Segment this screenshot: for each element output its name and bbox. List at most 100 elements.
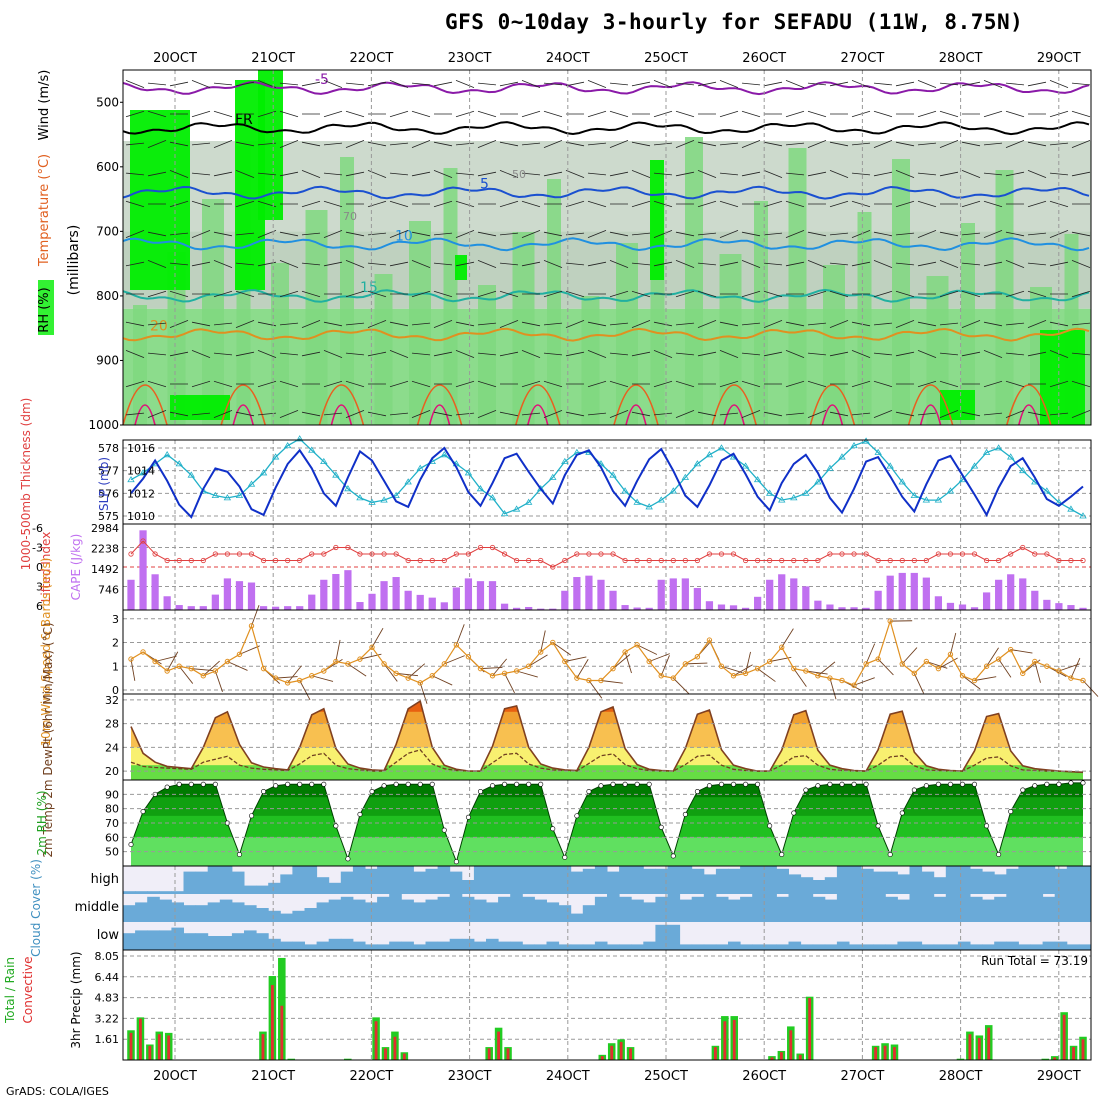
- lifted-index-point: [718, 551, 725, 557]
- wind-barb: [785, 110, 805, 118]
- wind-barb: [873, 290, 893, 298]
- wind-barb: [565, 411, 585, 417]
- wind-barb: [631, 232, 651, 236]
- cape-bar: [934, 596, 943, 610]
- cloud-bar: [933, 877, 947, 894]
- cloud-bar: [486, 902, 499, 922]
- wind-barb: [125, 142, 145, 146]
- axis-tick-label: 3: [112, 613, 119, 626]
- cloud-bar: [171, 891, 184, 894]
- wind-barb: [939, 410, 959, 418]
- cloud-bar: [195, 933, 209, 950]
- axis-tick-label: 2238: [91, 543, 119, 556]
- wind-barb: [653, 412, 673, 416]
- rh-point: [405, 781, 411, 787]
- cloud-bar: [849, 866, 862, 894]
- precip-convective-bar: [280, 1005, 284, 1060]
- cloud-bar: [691, 944, 705, 950]
- wind-barb: [719, 110, 739, 118]
- cloud-bar: [945, 944, 959, 950]
- rh-point: [273, 783, 279, 789]
- rh-point: [1020, 787, 1026, 793]
- axis-tick-label: 0: [112, 684, 119, 697]
- wind-barb: [609, 410, 629, 418]
- wind-barb: [829, 351, 849, 357]
- rh-point: [1044, 781, 1050, 787]
- wind-barb: [389, 172, 409, 176]
- cape-bar: [332, 574, 340, 610]
- wind-barb: [917, 230, 937, 238]
- wind-barb: [851, 80, 871, 88]
- axis-tick-label: 1014: [127, 465, 155, 478]
- wind-barb: [191, 380, 211, 388]
- rh-plume: [512, 232, 535, 425]
- wind-barb: [653, 200, 673, 208]
- wind-barb: [917, 380, 937, 388]
- wind-barb: [829, 262, 849, 266]
- wind-barb-10m: [528, 654, 548, 667]
- lifted-index-point: [803, 557, 809, 564]
- axis-tick-label: 578: [98, 442, 119, 455]
- wind-barb: [961, 170, 981, 178]
- cloud-bar: [631, 899, 644, 922]
- wind-barb-10m: [504, 673, 515, 694]
- cloud-bar: [679, 944, 693, 950]
- cloud-bar: [643, 902, 656, 922]
- wind-barb: [675, 352, 695, 356]
- wind-barb: [829, 320, 849, 328]
- lifted-index-point: [875, 557, 881, 564]
- cloud-bar: [643, 868, 656, 894]
- lifted-index-point: [887, 557, 893, 564]
- wind-barb: [785, 350, 805, 358]
- date-label-top: 27OCT: [841, 51, 885, 66]
- wind-barb: [961, 141, 981, 147]
- cloud-bar: [256, 933, 269, 950]
- wind-barb: [125, 80, 145, 88]
- cloud-bar: [607, 944, 620, 950]
- wind-barb: [213, 171, 233, 177]
- thickness-point: [1067, 505, 1075, 512]
- wind-barb: [521, 110, 541, 118]
- wind-barb: [345, 140, 365, 148]
- cape-bar: [247, 582, 256, 610]
- cloud-bar: [1018, 944, 1031, 950]
- wind-barb-10m: [455, 624, 465, 646]
- wind-barb: [873, 82, 893, 86]
- wind-barb: [411, 380, 431, 388]
- wind-barb: [543, 352, 563, 356]
- wind-barb-10m: [347, 663, 367, 677]
- cloud-bar: [728, 941, 741, 950]
- wind-barb: [191, 110, 211, 118]
- wind-barb: [939, 231, 959, 237]
- wind-speed-point: [188, 665, 194, 672]
- thickness-point: [633, 498, 641, 505]
- wind-speed-point: [682, 661, 689, 667]
- wind-barb: [917, 321, 937, 327]
- lifted-index-point: [911, 557, 917, 564]
- cloud-bar: [836, 866, 850, 894]
- cape-bar: [633, 607, 641, 610]
- rh-plume: [374, 274, 393, 425]
- cape-bar: [380, 581, 388, 610]
- cape-bar: [211, 594, 219, 610]
- wind-barb: [191, 350, 211, 358]
- wind-speed-point: [248, 623, 255, 629]
- wind-barb: [653, 380, 673, 388]
- wind-barb: [191, 200, 211, 208]
- cloud-bar: [740, 896, 753, 922]
- wind-barb: [653, 142, 673, 146]
- cloud-bar: [147, 896, 160, 922]
- isotherm-hump-hot: [625, 404, 647, 426]
- wind-barb: [587, 321, 607, 327]
- cape-bar: [657, 579, 665, 610]
- cloud-bar: [473, 899, 487, 922]
- cloud-bar: [1006, 941, 1019, 950]
- wind-barb: [587, 200, 607, 208]
- wind-speed-point: [670, 675, 676, 681]
- wind-barb: [807, 171, 827, 177]
- wind-barb: [697, 170, 717, 178]
- cape-bar: [946, 602, 955, 610]
- cape-bar: [127, 579, 135, 610]
- wind-barb: [411, 260, 431, 268]
- cloud-bar: [365, 902, 378, 922]
